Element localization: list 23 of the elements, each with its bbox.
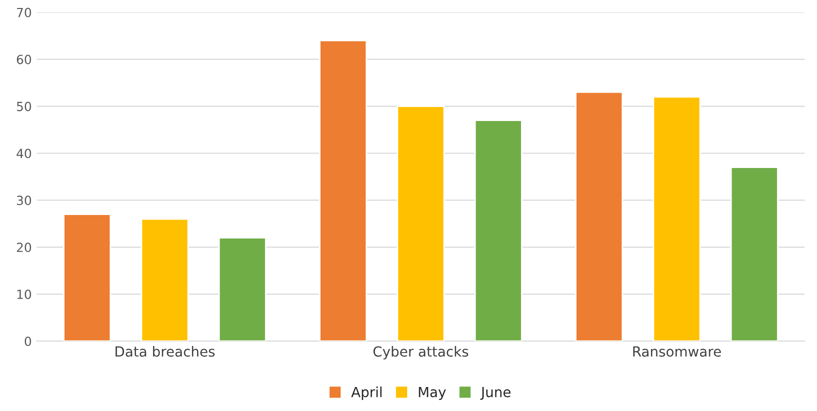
legend-label: June [480,386,511,400]
x-tick-label: Cyber attacks [373,346,468,360]
y-tick-label: 50 [16,102,32,112]
bar [140,218,189,342]
y-tick-label: 60 [16,54,32,64]
legend-label: April [351,386,382,400]
bar [396,106,445,342]
y-tick-label: 30 [16,196,32,206]
bar [652,96,701,342]
y-tick-label: 0 [24,336,32,346]
bar [319,40,368,342]
bar [218,237,266,342]
x-tick-label: Data breaches [116,346,215,357]
bar [730,166,778,342]
y-tick-label: 70 [17,8,32,18]
y-tick-label: 10 [17,290,32,300]
legend-label: May [418,386,446,400]
bar [474,120,522,342]
x-tick-label: Ransomware [633,346,721,357]
y-tick-label: 20 [16,242,32,252]
y-tick-label: 40 [16,148,32,158]
bar [575,91,624,342]
bar [63,214,112,342]
